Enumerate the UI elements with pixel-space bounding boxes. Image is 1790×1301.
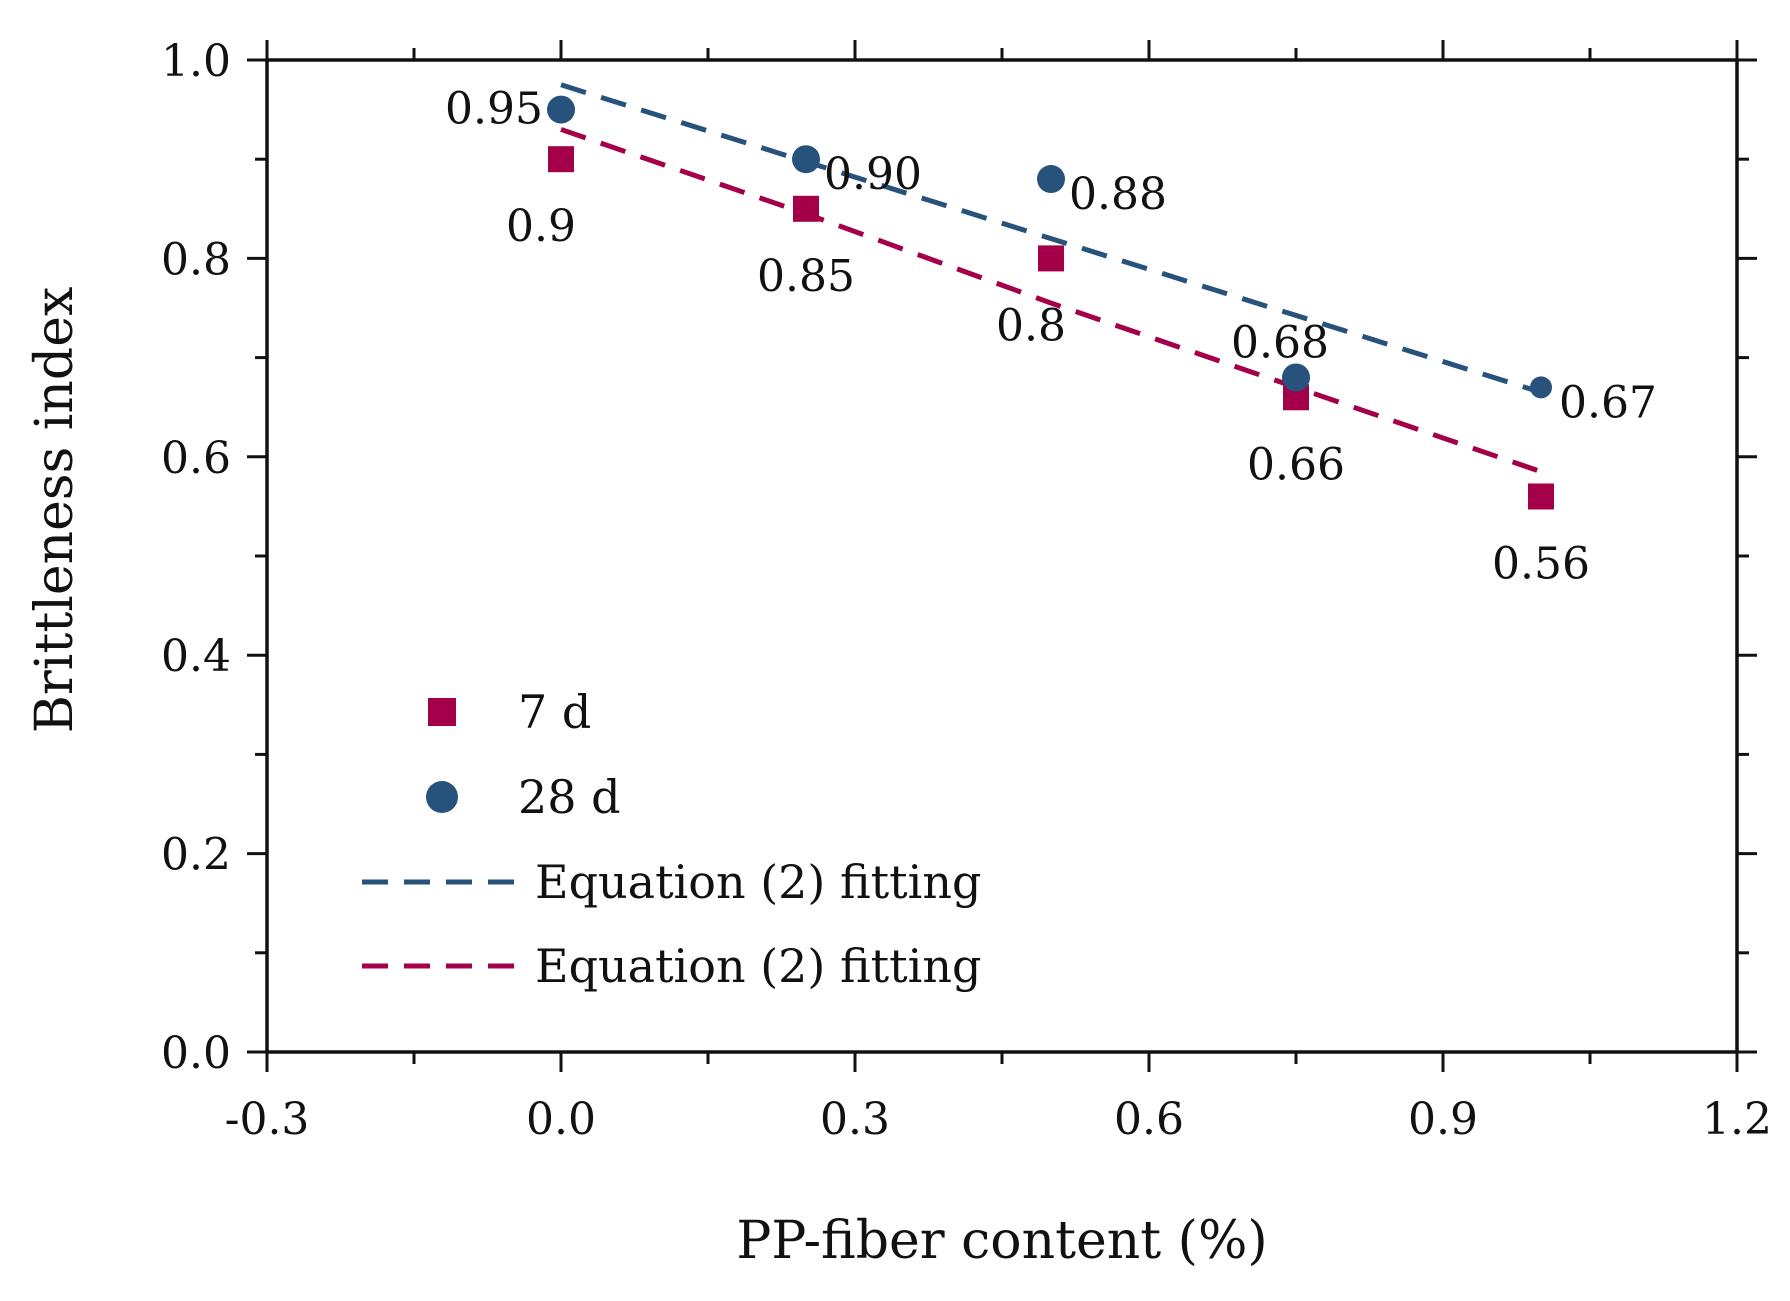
data-labels: 0.9 0.85 0.8 0.66 0.56 0.95 0.90 0.88 0.68 0.67 [445, 84, 1657, 590]
fit-line-28d [560, 82, 1542, 395]
marker-28d-point [1037, 165, 1065, 194]
marker-28d-point [1530, 376, 1552, 399]
marker-28d-point [547, 95, 575, 124]
x-tick-label: 1.2 [1702, 1094, 1772, 1145]
y-axis-title: Brittleness index [25, 287, 85, 734]
y-tick-label: 0.2 [161, 830, 231, 881]
x-tick-label: 0.0 [526, 1094, 596, 1145]
data-label-7d: 0.8 [996, 300, 1066, 351]
data-label-28d: 0.95 [445, 84, 543, 135]
data-label-28d: 0.67 [1559, 377, 1657, 428]
axis-ticks: -0.3 0.0 0.3 0.6 0.9 1.2 0.0 0.2 0.4 0.6 0.8 1.0 [161, 36, 1772, 1145]
y-tick-label: 0.6 [161, 433, 231, 484]
legend-label: Equation (2) fitting [535, 939, 981, 993]
data-label-7d: 0.56 [1492, 538, 1590, 589]
legend-label: 7 d [518, 685, 591, 739]
marker-7d-point [1528, 483, 1554, 510]
marker-7d-point [793, 195, 819, 222]
x-tick-label: 0.3 [820, 1094, 890, 1145]
legend-label: 28 d [518, 770, 621, 824]
data-label-7d: 0.9 [506, 201, 576, 252]
y-tick-label: 1.0 [161, 36, 231, 87]
x-tick-label: 0.6 [1114, 1094, 1184, 1145]
data-markers [547, 95, 1554, 510]
data-label-7d: 0.85 [757, 251, 855, 302]
x-tick-label: 0.9 [1408, 1094, 1478, 1145]
y-tick-label: 0.4 [161, 631, 231, 682]
y-tick-label: 0.0 [161, 1028, 231, 1079]
fit-line-7d [560, 127, 1542, 475]
legend: 7 d 28 d Equation (2) fitting Equation (2) … [362, 685, 981, 993]
marker-7d-point [548, 146, 574, 173]
fit-lines [560, 82, 1542, 475]
legend-square-marker [428, 698, 456, 726]
data-label-7d: 0.66 [1247, 439, 1345, 490]
x-tick-label: -0.3 [225, 1094, 310, 1145]
legend-circle-marker [426, 781, 458, 813]
data-label-28d: 0.88 [1069, 169, 1167, 220]
x-axis-title: PP-fiber content (%) [736, 1211, 1267, 1271]
data-label-28d: 0.68 [1231, 317, 1329, 368]
data-label-28d: 0.90 [824, 149, 922, 200]
y-tick-label: 0.8 [161, 234, 231, 285]
marker-28d-point [792, 145, 820, 174]
marker-28d-point [1282, 363, 1310, 392]
marker-7d-point [1038, 245, 1064, 272]
legend-label: Equation (2) fitting [535, 855, 981, 909]
